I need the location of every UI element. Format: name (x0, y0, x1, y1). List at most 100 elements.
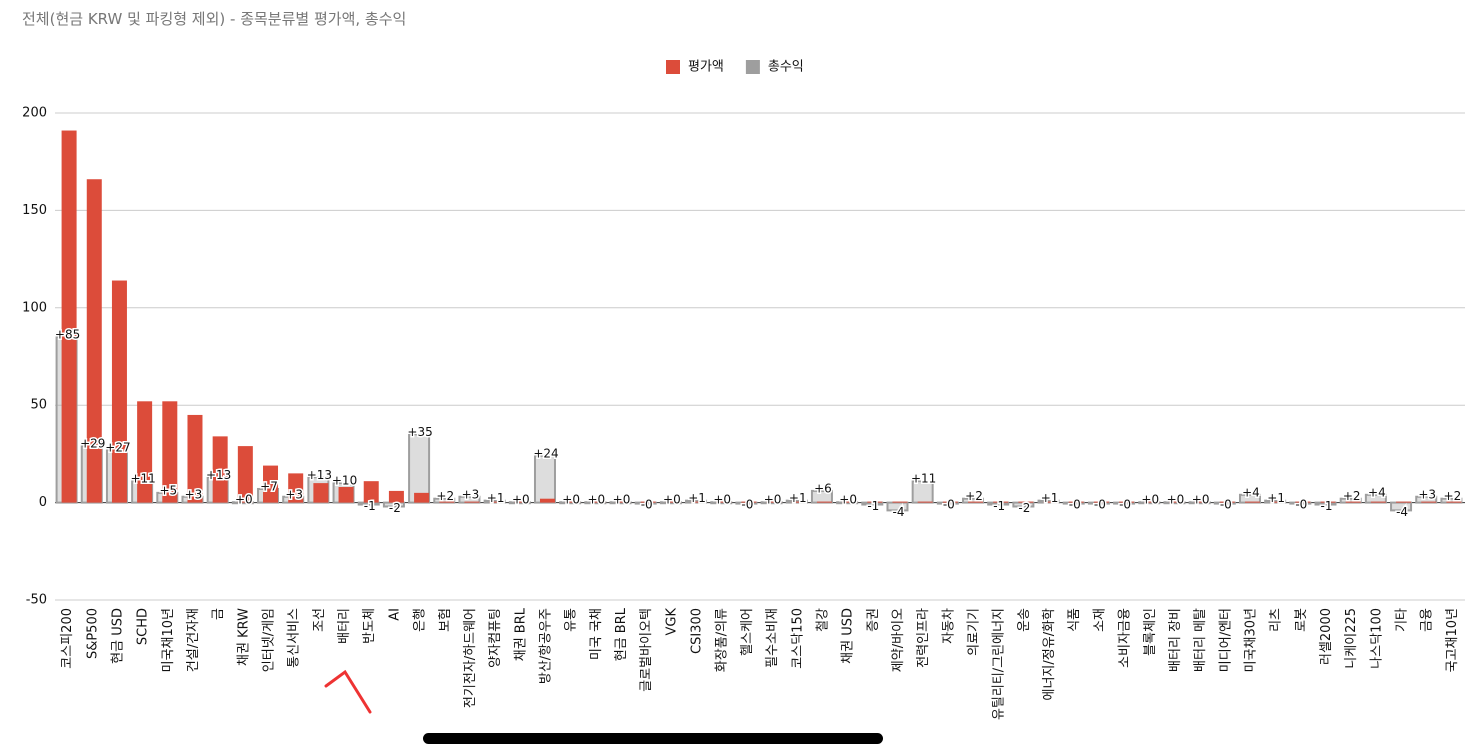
x-tick-label: 니케이225 (1344, 608, 1359, 669)
bar (816, 501, 832, 503)
x-tick-label: AI (387, 608, 402, 621)
bar (993, 501, 1009, 503)
x-tick-label: 의료기기 (967, 608, 982, 656)
bar (867, 501, 883, 503)
bar (615, 501, 631, 503)
x-tick-label: 양자컴퓨팅 (488, 608, 503, 668)
bar (61, 130, 77, 503)
bar (263, 465, 279, 503)
x-tick-label: 채권 KRW (236, 608, 251, 666)
data-label: +11 (130, 472, 155, 486)
bar (1219, 501, 1235, 503)
data-label: +0 (1167, 493, 1185, 507)
x-tick-label: 미국채30년 (1243, 608, 1258, 672)
data-label: +13 (307, 468, 332, 482)
data-label: -2 (1018, 501, 1030, 515)
data-label: +35 (407, 425, 432, 439)
bar (514, 501, 530, 503)
bar (1345, 501, 1361, 503)
data-label: +2 (1343, 489, 1361, 503)
data-label: +10 (332, 474, 357, 488)
x-tick-label: 인터넷/게임 (262, 608, 277, 672)
bar (86, 179, 102, 503)
x-tick-label: 금 (211, 608, 226, 620)
x-tick-label: 보험 (438, 608, 453, 632)
bar (665, 501, 681, 503)
y-tick-label: 150 (22, 203, 47, 218)
bar (1194, 501, 1210, 503)
x-tick-label: 코스피200 (60, 608, 75, 669)
bar (565, 501, 581, 503)
data-label: +27 (105, 441, 130, 455)
x-tick-label: 화장품/의류 (715, 608, 730, 672)
bar (1093, 501, 1109, 503)
bar (237, 446, 253, 503)
x-tick-label: 리츠 (1269, 608, 1284, 632)
data-label: +0 (512, 493, 530, 507)
x-tick-label: 소재 (1092, 608, 1107, 632)
data-label: -0 (641, 497, 653, 511)
bar (1043, 501, 1059, 503)
y-tick-label: 200 (22, 106, 47, 121)
bar (917, 501, 933, 503)
data-label: +1 (1267, 491, 1285, 505)
x-tick-label: 전력인프라 (916, 608, 931, 668)
data-label: +2 (436, 489, 454, 503)
data-label: +7 (260, 479, 278, 493)
data-label: +24 (533, 446, 558, 460)
data-label: +3 (185, 487, 203, 501)
x-tick-label: 로봇 (1294, 608, 1309, 632)
bar (439, 501, 455, 503)
data-label: -0 (1069, 497, 1081, 511)
x-tick-label: 제약/바이오 (891, 608, 906, 672)
x-tick-label: 유통 (564, 608, 579, 632)
data-label: +5 (159, 483, 177, 497)
x-tick-label: 통신서비스 (287, 608, 302, 668)
x-tick-label: 미국 국채 (589, 608, 604, 660)
x-tick-label: 러셀2000 (1319, 608, 1334, 665)
x-tick-label: 코스닥150 (790, 608, 805, 669)
data-label: +0 (1192, 493, 1210, 507)
x-tick-label: 전기전자/하드웨어 (463, 608, 478, 708)
data-label: -0 (1220, 497, 1232, 511)
data-label: +1 (1041, 491, 1059, 505)
y-tick-label: 50 (30, 398, 47, 413)
x-tick-label: 건설/건자재 (186, 608, 201, 672)
y-tick-label: -50 (26, 593, 47, 608)
x-tick-label: CSI300 (690, 608, 705, 654)
data-label: +0 (562, 493, 580, 507)
x-tick-label: 조선 (312, 608, 327, 632)
data-label: -1 (867, 499, 879, 513)
x-tick-label: 현금 BRL (614, 607, 629, 661)
bar (338, 487, 354, 503)
legend-swatch (666, 60, 680, 74)
data-label: +11 (911, 472, 936, 486)
data-label: -1 (364, 499, 376, 513)
bar (489, 501, 505, 503)
x-tick-label: 글로벌바이오텍 (639, 608, 654, 692)
bar (288, 473, 304, 503)
home-indicator (423, 733, 883, 744)
data-label: -0 (1094, 497, 1106, 511)
bar (1119, 501, 1135, 503)
bar (741, 501, 757, 503)
data-label: -0 (1295, 497, 1307, 511)
bar (533, 454, 556, 504)
data-label: +1 (789, 491, 807, 505)
bar (1270, 501, 1286, 503)
chart-title: 전체(현금 KRW 및 파킹형 제외) - 종목분류별 평가액, 총수익 (22, 10, 406, 28)
x-tick-label: VGK (664, 608, 679, 636)
bar (1446, 501, 1462, 503)
x-tick-label: 나스닥100 (1369, 608, 1384, 669)
bar (716, 501, 732, 503)
data-label: +3 (462, 487, 480, 501)
x-tick-label: 헬스케어 (740, 608, 755, 656)
data-label: -4 (892, 505, 904, 519)
data-label: +0 (764, 493, 782, 507)
x-tick-label: 운송 (1017, 608, 1032, 632)
x-tick-label: 미국채10년 (161, 608, 176, 672)
bar (388, 490, 404, 503)
bar (1244, 501, 1260, 503)
bar (590, 501, 606, 503)
